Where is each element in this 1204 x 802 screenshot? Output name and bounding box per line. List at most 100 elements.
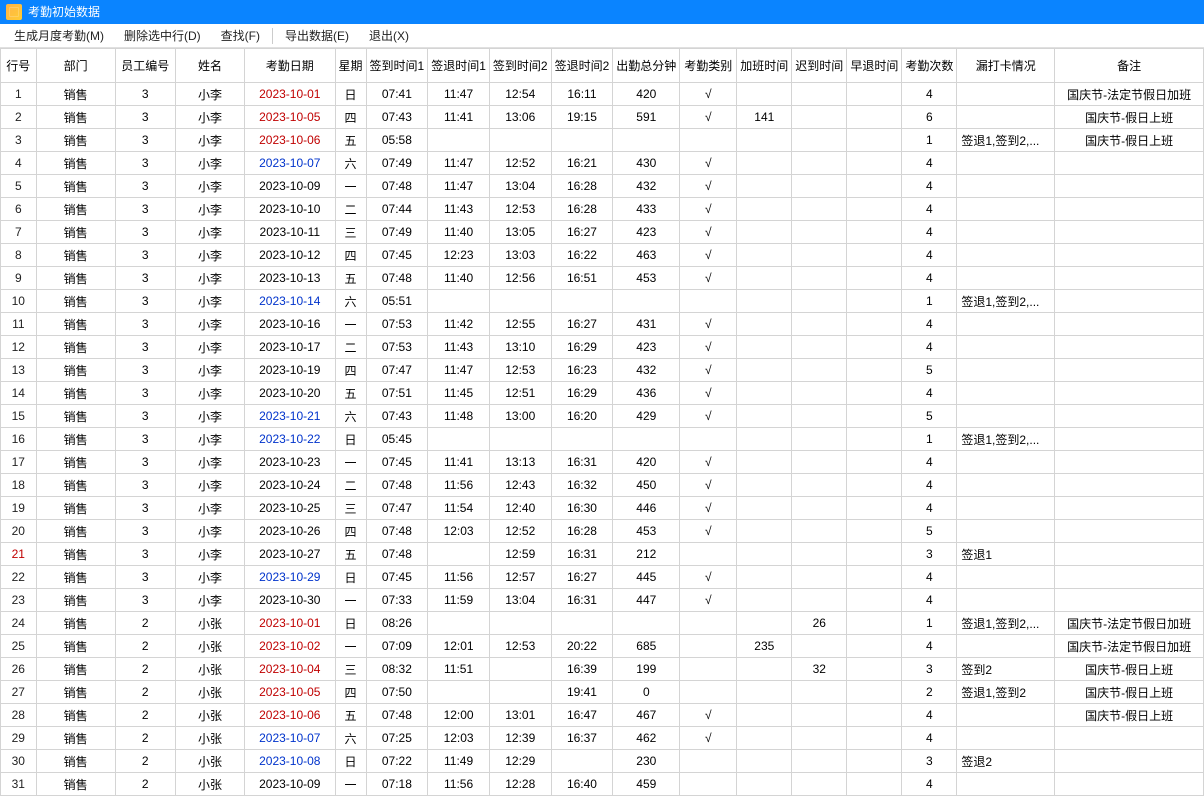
table-row[interactable]: 8销售3小李2023-10-12四07:4512:2313:0316:22463… — [1, 244, 1204, 267]
table-row[interactable]: 14销售3小李2023-10-20五07:5111:4512:5116:2943… — [1, 382, 1204, 405]
table-row[interactable]: 31销售2小张2023-10-09一07:1811:5612:2816:4045… — [1, 773, 1204, 796]
cell-date: 2023-10-06 — [245, 129, 335, 152]
col-empno[interactable]: 员工编号 — [115, 49, 175, 83]
cell-early — [847, 727, 902, 750]
col-name[interactable]: 姓名 — [175, 49, 244, 83]
col-out1[interactable]: 签退时间1 — [428, 49, 490, 83]
col-out2[interactable]: 签退时间2 — [551, 49, 613, 83]
table-row[interactable]: 22销售3小李2023-10-29日07:4511:5612:5716:2744… — [1, 566, 1204, 589]
cell-ot — [737, 497, 792, 520]
cell-mins: 429 — [613, 405, 680, 428]
table-row[interactable]: 17销售3小李2023-10-23一07:4511:4113:1316:3142… — [1, 451, 1204, 474]
table-row[interactable]: 12销售3小李2023-10-17二07:5311:4313:1016:2942… — [1, 336, 1204, 359]
cell-out1 — [428, 543, 490, 566]
cell-ot — [737, 566, 792, 589]
cell-remark — [1055, 382, 1204, 405]
col-miss[interactable]: 漏打卡情况 — [957, 49, 1055, 83]
col-in2[interactable]: 签到时间2 — [489, 49, 551, 83]
table-row[interactable]: 16销售3小李2023-10-22日05:451签退1,签到2,... — [1, 428, 1204, 451]
cell-in1: 07:33 — [366, 589, 428, 612]
table-row[interactable]: 5销售3小李2023-10-09一07:4811:4713:0416:28432… — [1, 175, 1204, 198]
table-row[interactable]: 1销售3小李2023-10-01日07:4111:4712:5416:11420… — [1, 83, 1204, 106]
cell-date: 2023-10-19 — [245, 359, 335, 382]
cell-ot — [737, 681, 792, 704]
cell-count: 1 — [902, 428, 957, 451]
cell-early — [847, 681, 902, 704]
col-ot[interactable]: 加班时间 — [737, 49, 792, 83]
cell-empno: 3 — [115, 129, 175, 152]
menu-exit[interactable]: 退出(X) — [359, 24, 419, 48]
menu-delete-selected[interactable]: 删除选中行(D) — [114, 24, 211, 48]
cell-count: 5 — [902, 405, 957, 428]
cell-in1: 07:44 — [366, 198, 428, 221]
cell-late: 32 — [792, 658, 847, 681]
col-late[interactable]: 迟到时间 — [792, 49, 847, 83]
cell-date: 2023-10-25 — [245, 497, 335, 520]
cell-miss: 签到2 — [957, 658, 1055, 681]
cell-remark — [1055, 290, 1204, 313]
table-row[interactable]: 25销售2小张2023-10-02一07:0912:0112:5320:2268… — [1, 635, 1204, 658]
table-row[interactable]: 23销售3小李2023-10-30一07:3311:5913:0416:3144… — [1, 589, 1204, 612]
col-in1[interactable]: 签到时间1 — [366, 49, 428, 83]
table-row[interactable]: 27销售2小张2023-10-05四07:5019:4102签退1,签到2国庆节… — [1, 681, 1204, 704]
cell-date: 2023-10-29 — [245, 566, 335, 589]
menu-find[interactable]: 查找(F) — [211, 24, 270, 48]
col-rownum[interactable]: 行号 — [1, 49, 37, 83]
table-row[interactable]: 26销售2小张2023-10-04三08:3211:5116:39199323签… — [1, 658, 1204, 681]
table-row[interactable]: 11销售3小李2023-10-16一07:5311:4212:5516:2743… — [1, 313, 1204, 336]
cell-weekday: 五 — [335, 543, 366, 566]
cell-early — [847, 221, 902, 244]
col-date[interactable]: 考勤日期 — [245, 49, 335, 83]
cell-in1: 07:43 — [366, 405, 428, 428]
cell-name: 小张 — [175, 635, 244, 658]
cell-empno: 3 — [115, 244, 175, 267]
table-row[interactable]: 2销售3小李2023-10-05四07:4311:4113:0619:15591… — [1, 106, 1204, 129]
data-grid-scroll[interactable]: 行号部门员工编号姓名考勤日期星期签到时间1签退时间1签到时间2签退时间2出勤总分… — [0, 48, 1204, 802]
cell-in1: 07:48 — [366, 267, 428, 290]
table-row[interactable]: 15销售3小李2023-10-21六07:4311:4813:0016:2042… — [1, 405, 1204, 428]
table-row[interactable]: 9销售3小李2023-10-13五07:4811:4012:5616:51453… — [1, 267, 1204, 290]
table-row[interactable]: 10销售3小李2023-10-14六05:511签退1,签到2,... — [1, 290, 1204, 313]
col-dept[interactable]: 部门 — [36, 49, 115, 83]
cell-out1: 11:43 — [428, 198, 490, 221]
table-row[interactable]: 6销售3小李2023-10-10二07:4411:4312:5316:28433… — [1, 198, 1204, 221]
table-row[interactable]: 30销售2小张2023-10-08日07:2211:4912:292303签退2 — [1, 750, 1204, 773]
table-row[interactable]: 21销售3小李2023-10-27五07:4812:5916:312123签退1 — [1, 543, 1204, 566]
table-row[interactable]: 20销售3小李2023-10-26四07:4812:0312:5216:2845… — [1, 520, 1204, 543]
cell-name: 小李 — [175, 290, 244, 313]
table-row[interactable]: 19销售3小李2023-10-25三07:4711:5412:4016:3044… — [1, 497, 1204, 520]
cell-empno: 3 — [115, 359, 175, 382]
cell-empno: 3 — [115, 290, 175, 313]
menu-export[interactable]: 导出数据(E) — [275, 24, 359, 48]
cell-late — [792, 83, 847, 106]
cell-late — [792, 152, 847, 175]
table-row[interactable]: 13销售3小李2023-10-19四07:4711:4712:5316:2343… — [1, 359, 1204, 382]
table-row[interactable]: 4销售3小李2023-10-07六07:4911:4712:5216:21430… — [1, 152, 1204, 175]
cell-in2: 13:05 — [489, 221, 551, 244]
col-weekday[interactable]: 星期 — [335, 49, 366, 83]
cell-miss — [957, 635, 1055, 658]
table-row[interactable]: 7销售3小李2023-10-11三07:4911:4013:0516:27423… — [1, 221, 1204, 244]
table-row[interactable]: 18销售3小李2023-10-24二07:4811:5612:4316:3245… — [1, 474, 1204, 497]
cell-ot — [737, 727, 792, 750]
cell-in1: 07:25 — [366, 727, 428, 750]
col-count[interactable]: 考勤次数 — [902, 49, 957, 83]
col-early[interactable]: 早退时间 — [847, 49, 902, 83]
table-row[interactable]: 29销售2小张2023-10-07六07:2512:0312:3916:3746… — [1, 727, 1204, 750]
cell-weekday: 日 — [335, 750, 366, 773]
cell-empno: 3 — [115, 451, 175, 474]
col-mins[interactable]: 出勤总分钟 — [613, 49, 680, 83]
menu-gen-monthly[interactable]: 生成月度考勤(M) — [4, 24, 114, 48]
cell-mins: 463 — [613, 244, 680, 267]
col-type[interactable]: 考勤类别 — [680, 49, 737, 83]
cell-count: 4 — [902, 336, 957, 359]
cell-mins: 199 — [613, 658, 680, 681]
table-row[interactable]: 3销售3小李2023-10-06五05:581签退1,签到2,...国庆节-假日… — [1, 129, 1204, 152]
table-row[interactable]: 28销售2小张2023-10-06五07:4812:0013:0116:4746… — [1, 704, 1204, 727]
cell-mins: 447 — [613, 589, 680, 612]
cell-early — [847, 635, 902, 658]
table-row[interactable]: 24销售2小张2023-10-01日08:26261签退1,签到2,...国庆节… — [1, 612, 1204, 635]
cell-type — [680, 750, 737, 773]
cell-miss — [957, 152, 1055, 175]
col-remark[interactable]: 备注 — [1055, 49, 1204, 83]
